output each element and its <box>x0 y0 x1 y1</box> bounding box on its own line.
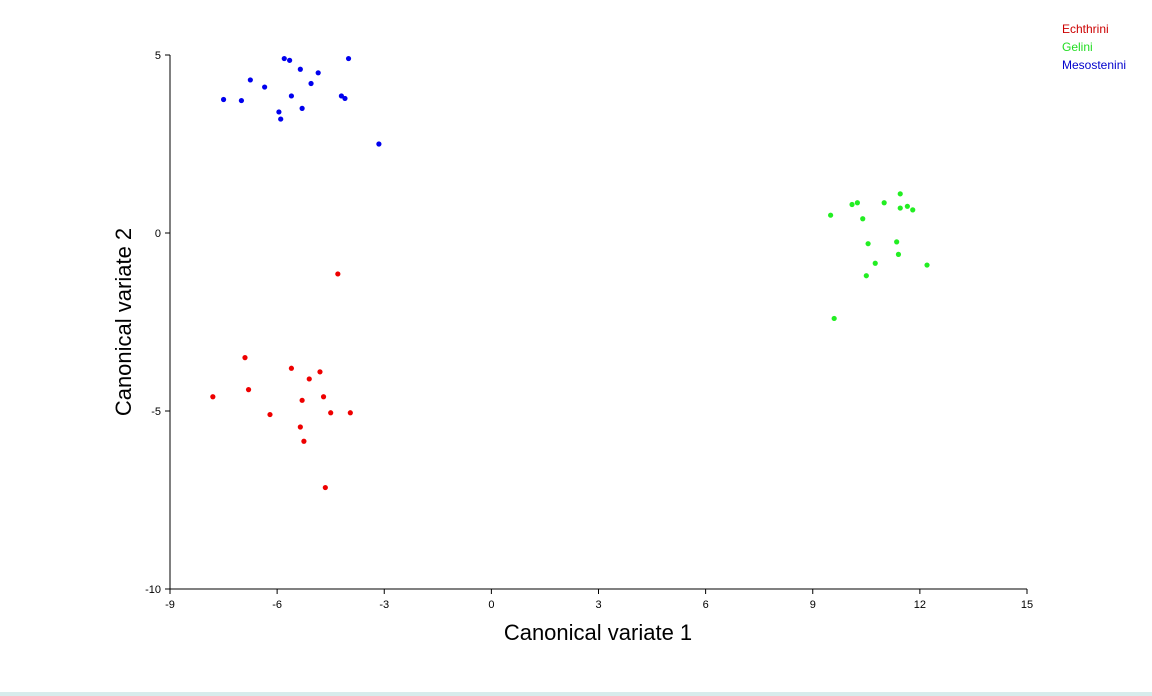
series-echthrini <box>210 271 353 491</box>
y-tick-label: 0 <box>155 228 161 240</box>
data-point <box>376 141 382 147</box>
y-tick-label: -10 <box>145 584 161 596</box>
data-point <box>306 376 312 382</box>
data-point <box>301 438 307 444</box>
data-point <box>849 201 855 208</box>
data-point <box>210 394 216 400</box>
data-point <box>242 355 248 361</box>
data-point <box>863 273 869 279</box>
data-point <box>831 315 837 322</box>
data-point <box>345 55 352 62</box>
data-point <box>287 57 293 63</box>
y-axis-label: Canonical variate 2 <box>111 228 136 416</box>
data-point <box>320 394 327 400</box>
legend-item-echthrini: Echthrini <box>1062 22 1109 36</box>
x-tick-label: 9 <box>810 599 816 611</box>
data-point <box>342 95 348 102</box>
data-point <box>895 251 902 257</box>
data-point <box>220 96 227 103</box>
data-point <box>276 109 282 115</box>
x-tick-label: 0 <box>488 599 494 611</box>
data-point <box>881 200 887 206</box>
data-point <box>854 200 860 206</box>
data-point <box>347 410 353 416</box>
data-points <box>210 55 930 491</box>
data-point <box>904 203 910 209</box>
y-tick-label: 5 <box>155 50 161 62</box>
data-point <box>860 216 866 222</box>
y-ticks: 5 0 -5 -10 <box>145 50 170 596</box>
x-axis-label: Canonical variate 1 <box>504 620 692 645</box>
data-point <box>897 205 903 211</box>
x-tick-label: -6 <box>272 599 282 611</box>
data-point <box>328 410 334 416</box>
x-tick-label: 6 <box>703 599 709 611</box>
x-ticks: -9 -6 -3 0 3 6 9 12 15 <box>165 589 1033 611</box>
data-point <box>278 116 284 122</box>
data-point <box>828 212 834 218</box>
data-point <box>288 365 295 371</box>
series-mesostenini <box>220 55 382 147</box>
x-tick-label: 12 <box>914 599 926 611</box>
data-point <box>299 105 305 111</box>
data-point <box>267 411 273 418</box>
data-point <box>335 271 341 277</box>
data-point <box>317 369 323 375</box>
data-point <box>910 207 916 213</box>
bottom-border <box>0 692 1152 696</box>
data-point <box>238 97 245 104</box>
data-point <box>315 70 321 76</box>
data-point <box>872 260 878 266</box>
data-point <box>322 484 328 491</box>
legend: Echthrini Gelini Mesostenini <box>1062 20 1126 74</box>
data-point <box>288 93 295 99</box>
data-point <box>897 191 903 197</box>
data-point <box>245 387 252 393</box>
data-point <box>924 262 930 268</box>
data-point <box>865 241 871 247</box>
data-point <box>262 84 268 90</box>
legend-item-gelini: Gelini <box>1062 40 1093 54</box>
data-point <box>299 397 305 403</box>
data-point <box>297 424 303 430</box>
x-tick-label: 15 <box>1021 599 1033 611</box>
x-tick-label: -3 <box>379 599 389 611</box>
axes: -9 -6 -3 0 3 6 9 12 15 5 0 -5 -10 <box>145 50 1033 611</box>
data-point <box>308 80 314 87</box>
data-point <box>894 239 900 245</box>
x-tick-label: 3 <box>595 599 601 611</box>
series-gelini <box>828 191 930 322</box>
data-point <box>281 55 287 62</box>
x-tick-label: -9 <box>165 599 175 611</box>
data-point <box>247 77 253 83</box>
legend-item-mesostenini: Mesostenini <box>1062 58 1127 72</box>
data-point <box>297 66 303 72</box>
y-tick-label: -5 <box>151 406 161 418</box>
